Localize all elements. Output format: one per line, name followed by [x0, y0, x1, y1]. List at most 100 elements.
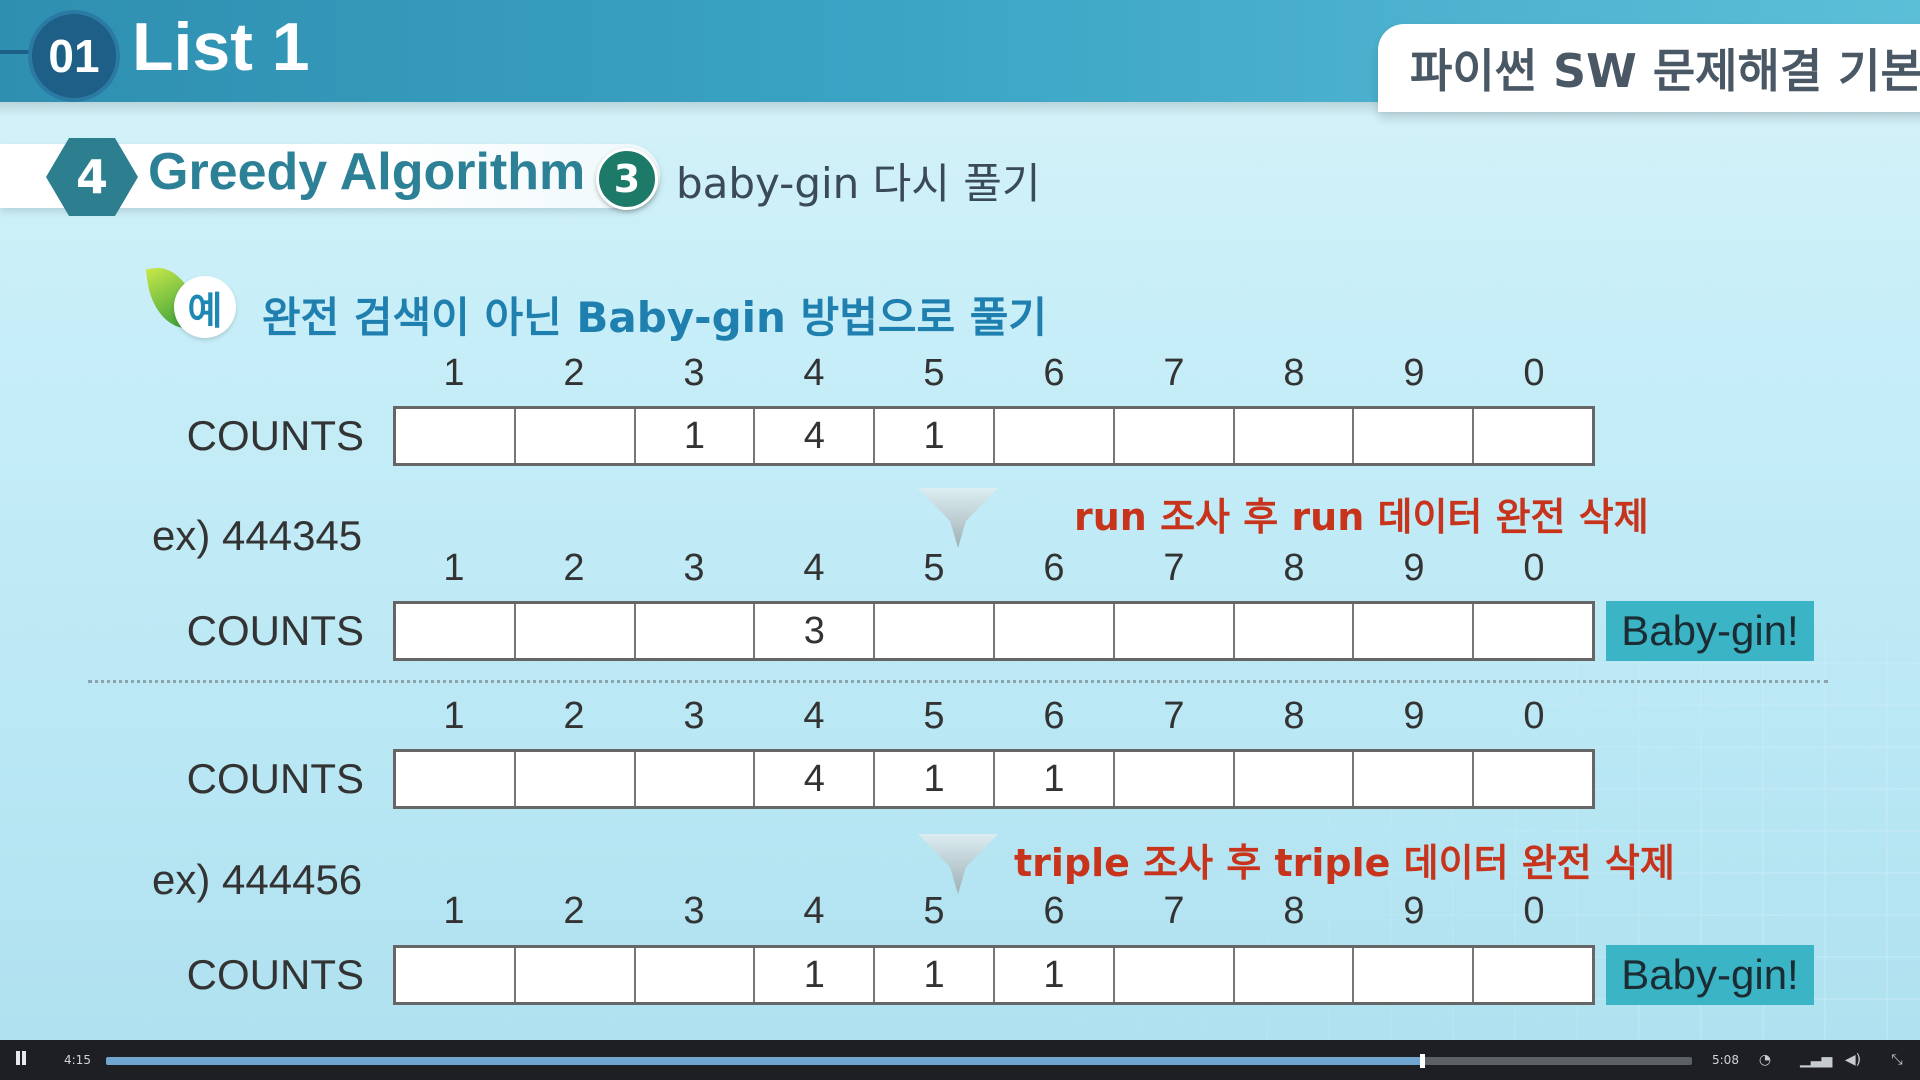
count-cell: 4 [755, 752, 876, 806]
count-cell [516, 409, 636, 463]
count-cell [1474, 604, 1592, 658]
total-time: 5:08 [1712, 1053, 1739, 1067]
count-cell [636, 948, 756, 1002]
count-cell [1115, 409, 1235, 463]
count-cell [1235, 948, 1355, 1002]
counts-table: 3 [393, 601, 1595, 661]
digit-header: 9 [1403, 352, 1425, 394]
digit-header-row: 1 2 3 4 5 6 7 8 9 0 [394, 890, 1594, 934]
counts-label: COUNTS [186, 755, 364, 802]
count-cell [1474, 948, 1592, 1002]
example-input-label: ex) 444345 [152, 512, 363, 559]
digit-header: 4 [803, 547, 825, 589]
count-cell [396, 948, 516, 1002]
exit-fullscreen-icon[interactable]: ⤡ [1891, 1052, 1903, 1068]
digit-header: 4 [803, 352, 825, 394]
course-title: 파이썬 SW 문제해결 기본 [1410, 44, 1920, 98]
digit-header: 5 [923, 352, 945, 394]
digit-header: 1 [443, 352, 465, 394]
count-cell [516, 752, 636, 806]
digit-header: 9 [1403, 890, 1425, 932]
count-cell: 1 [636, 409, 756, 463]
count-cell [396, 752, 516, 806]
down-arrow-icon [918, 834, 998, 894]
counts-table: 1 1 1 [393, 945, 1595, 1005]
digit-header: 7 [1163, 890, 1185, 932]
digit-header: 3 [683, 695, 705, 737]
section-divider [88, 680, 1828, 683]
count-cell [995, 604, 1115, 658]
example-label: 예 [174, 276, 236, 338]
counts-table: 1 4 1 [393, 406, 1595, 466]
pause-icon[interactable] [14, 1051, 28, 1069]
down-arrow-icon [918, 488, 998, 548]
digit-header: 0 [1523, 695, 1545, 737]
count-cell [636, 604, 756, 658]
result-badge: Baby-gin! [1606, 945, 1814, 1005]
count-cell [516, 604, 636, 658]
seek-handle[interactable] [1420, 1054, 1426, 1068]
count-cell [1474, 409, 1592, 463]
digit-header: 5 [923, 547, 945, 589]
digit-header: 6 [1043, 890, 1065, 932]
digit-header: 2 [563, 695, 585, 737]
step-note: run 조사 후 run 데이터 완전 삭제 [1074, 495, 1649, 539]
digit-header: 7 [1163, 695, 1185, 737]
step-note: triple 조사 후 triple 데이터 완전 삭제 [1014, 841, 1675, 885]
digit-header-row: 1 2 3 4 5 6 7 8 9 0 [394, 695, 1594, 739]
subsection-number-badge: 3 [596, 148, 658, 210]
digit-header: 2 [563, 352, 585, 394]
digit-header: 5 [923, 695, 945, 737]
digit-header: 6 [1043, 352, 1065, 394]
chapter-line [0, 50, 40, 54]
digit-header-row: 1 2 3 4 5 6 7 8 9 0 [394, 547, 1594, 591]
example-title: 완전 검색이 아닌 Baby-gin 방법으로 풀기 [262, 293, 1048, 342]
digit-header: 1 [443, 695, 465, 737]
digit-header: 3 [683, 890, 705, 932]
digit-header: 7 [1163, 547, 1185, 589]
counts-label: COUNTS [186, 412, 364, 459]
digit-header: 6 [1043, 547, 1065, 589]
count-cell [1235, 409, 1355, 463]
count-cell [1354, 948, 1475, 1002]
count-cell: 1 [995, 752, 1115, 806]
seek-progress [106, 1057, 1423, 1065]
digit-header: 7 [1163, 352, 1185, 394]
count-cell: 1 [875, 409, 995, 463]
count-cell: 1 [875, 948, 995, 1002]
counts-label: COUNTS [186, 607, 364, 654]
count-cell: 3 [755, 604, 876, 658]
digit-header: 4 [803, 890, 825, 932]
digit-header: 0 [1523, 352, 1545, 394]
count-cell: 4 [755, 409, 876, 463]
count-cell [1354, 409, 1475, 463]
video-player-controls: 4:15 5:08 ◔ ▁▃▅ ◀) ⤡ [0, 1040, 1920, 1080]
digit-header: 0 [1523, 890, 1545, 932]
example-icon: 예 [145, 263, 236, 342]
digit-header: 5 [923, 890, 945, 932]
count-cell [875, 604, 995, 658]
result-badge: Baby-gin! [1606, 601, 1814, 661]
count-cell: 1 [995, 948, 1115, 1002]
volume-icon[interactable]: ◀) [1844, 1052, 1862, 1068]
count-cell [396, 409, 516, 463]
seek-bar[interactable] [106, 1054, 1692, 1068]
digit-header: 2 [563, 890, 585, 932]
speed-icon[interactable]: ◔ [1758, 1052, 1772, 1068]
count-cell [1115, 604, 1235, 658]
quality-icon[interactable]: ▁▃▅ [1800, 1052, 1833, 1068]
digit-header: 9 [1403, 695, 1425, 737]
digit-header: 8 [1283, 352, 1305, 394]
digit-header-row: 1 2 3 4 5 6 7 8 9 0 [394, 352, 1594, 396]
counts-table: 4 1 1 [393, 749, 1595, 809]
section-title: Greedy Algorithm [148, 143, 586, 201]
count-cell [1115, 948, 1235, 1002]
example-input-label: ex) 444456 [152, 856, 363, 903]
digit-header: 8 [1283, 890, 1305, 932]
count-cell [1115, 752, 1235, 806]
digit-header: 6 [1043, 695, 1065, 737]
digit-header: 2 [563, 547, 585, 589]
digit-header: 0 [1523, 547, 1545, 589]
count-cell [1474, 752, 1592, 806]
digit-header: 1 [443, 547, 465, 589]
